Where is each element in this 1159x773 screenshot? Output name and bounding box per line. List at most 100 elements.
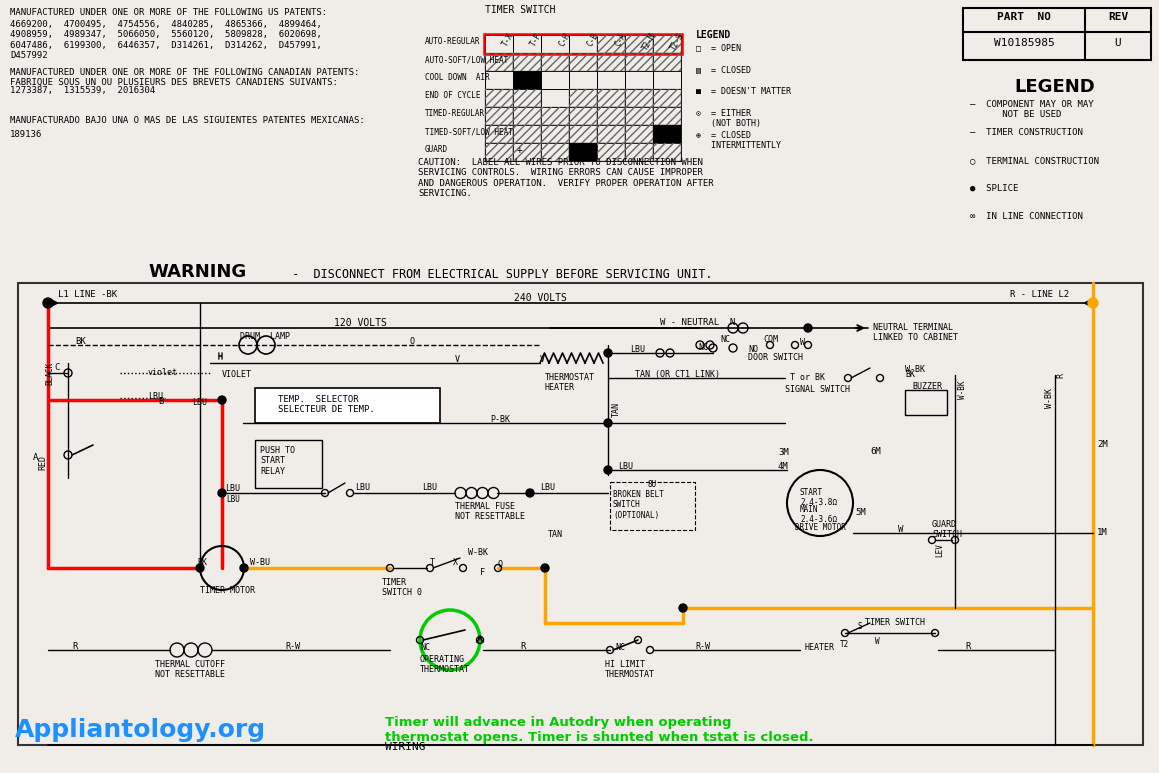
Text: 4669200,  4700495,  4754556,  4840285,  4865366,  4899464,
4908959,  4989347,  5: 4669200, 4700495, 4754556, 4840285, 4865… xyxy=(10,20,322,60)
Circle shape xyxy=(43,298,53,308)
Text: BK: BK xyxy=(197,558,207,567)
Text: DOOR SWITCH: DOOR SWITCH xyxy=(748,353,803,362)
Bar xyxy=(484,89,513,107)
Text: W-BK: W-BK xyxy=(958,380,967,399)
Text: REV: REV xyxy=(1108,12,1128,22)
Text: R - LINE L2: R - LINE L2 xyxy=(1009,290,1069,299)
Text: START
2.4-3.8Ω: START 2.4-3.8Ω xyxy=(800,488,837,507)
Text: ▨  = CLOSED: ▨ = CLOSED xyxy=(697,65,751,74)
Text: LEGEND: LEGEND xyxy=(1014,78,1095,96)
Bar xyxy=(653,125,681,143)
Text: T or BK: T or BK xyxy=(790,373,825,382)
Circle shape xyxy=(604,466,612,474)
Bar xyxy=(484,34,681,54)
Text: W-BK: W-BK xyxy=(468,548,488,557)
Circle shape xyxy=(679,604,687,612)
Text: BLACK: BLACK xyxy=(45,362,54,385)
Bar xyxy=(597,143,625,161)
Text: L1 LINE -BK: L1 LINE -BK xyxy=(58,290,117,299)
Text: 120 VOLTS: 120 VOLTS xyxy=(334,318,386,328)
Bar xyxy=(569,143,597,161)
Bar xyxy=(569,53,597,71)
Bar xyxy=(905,390,947,415)
Text: H: H xyxy=(218,352,223,361)
Bar xyxy=(513,89,541,107)
Text: LEV: LEV xyxy=(935,543,943,557)
Bar xyxy=(541,53,569,71)
Bar xyxy=(513,71,541,89)
Text: LBU: LBU xyxy=(225,484,240,493)
Text: GUARD
SWITCH: GUARD SWITCH xyxy=(932,520,962,540)
Text: 240 VOLTS: 240 VOLTS xyxy=(513,293,567,303)
Text: F: F xyxy=(480,568,484,577)
Circle shape xyxy=(604,349,612,357)
Text: W: W xyxy=(898,525,903,534)
Circle shape xyxy=(604,419,612,427)
Text: NEUTRAL TERMINAL
LINKED TO CABINET: NEUTRAL TERMINAL LINKED TO CABINET xyxy=(873,323,958,342)
Text: LBU: LBU xyxy=(618,462,633,471)
Text: TIMED-SOFT/LOW HEAT: TIMED-SOFT/LOW HEAT xyxy=(425,127,513,136)
Text: SIGNAL SWITCH: SIGNAL SWITCH xyxy=(785,385,850,394)
Text: C-A: C-A xyxy=(613,31,628,47)
Text: NC: NC xyxy=(698,343,708,352)
Text: H: H xyxy=(218,353,223,362)
Bar xyxy=(541,107,569,125)
Text: W - NEUTRAL  N: W - NEUTRAL N xyxy=(659,318,735,327)
Text: R-W: R-W xyxy=(285,642,300,651)
Text: —  TIMER CONSTRUCTION: — TIMER CONSTRUCTION xyxy=(970,128,1083,137)
Text: BROKEN BELT
SWITCH
(OPTIONAL): BROKEN BELT SWITCH (OPTIONAL) xyxy=(613,490,664,519)
Text: W-BK: W-BK xyxy=(1045,388,1054,408)
Bar xyxy=(569,125,597,143)
Text: T2: T2 xyxy=(840,640,850,649)
Text: C-B: C-B xyxy=(585,31,599,47)
Text: RED: RED xyxy=(38,455,48,470)
Bar xyxy=(625,107,653,125)
Text: HEATER: HEATER xyxy=(806,643,834,652)
Text: NC: NC xyxy=(420,643,430,652)
Text: WARNING: WARNING xyxy=(148,263,246,281)
Text: COM: COM xyxy=(763,335,778,344)
Bar xyxy=(625,143,653,161)
Bar xyxy=(963,8,1151,60)
Text: T-F: T-F xyxy=(529,31,544,47)
Text: LBU: LBU xyxy=(148,392,163,401)
Bar xyxy=(569,89,597,107)
Text: +: + xyxy=(517,145,523,155)
Bar xyxy=(513,53,541,71)
Text: □  = OPEN: □ = OPEN xyxy=(697,43,741,52)
Text: Appliantology.org: Appliantology.org xyxy=(15,718,267,742)
Text: DRUM  LAMP: DRUM LAMP xyxy=(240,332,290,341)
Text: —  COMPONENT MAY OR MAY
      NOT BE USED: — COMPONENT MAY OR MAY NOT BE USED xyxy=(970,100,1094,119)
Text: W: W xyxy=(800,338,806,347)
Text: MANUFACTURED UNDER ONE OR MORE OF THE FOLLOWING CANADIAN PATENTS:
FABRIQUE SOUS : MANUFACTURED UNDER ONE OR MORE OF THE FO… xyxy=(10,68,359,87)
Text: V: V xyxy=(455,355,460,364)
Text: WIRING: WIRING xyxy=(385,742,425,752)
Text: violet: violet xyxy=(148,368,178,377)
Bar xyxy=(484,125,513,143)
Text: R-W: R-W xyxy=(695,642,710,651)
Text: TIMER SWITCH: TIMER SWITCH xyxy=(484,5,555,15)
Bar xyxy=(484,53,513,71)
Bar xyxy=(625,89,653,107)
Text: LBU: LBU xyxy=(355,483,370,492)
Text: AUTO-REGULAR: AUTO-REGULAR xyxy=(425,37,481,46)
Text: 6M: 6M xyxy=(870,447,881,456)
Text: VIOLET: VIOLET xyxy=(223,370,252,379)
Text: NC: NC xyxy=(615,643,625,652)
Text: MAIN
2.4-3.6Ω: MAIN 2.4-3.6Ω xyxy=(800,505,837,524)
Text: ●  SPLICE: ● SPLICE xyxy=(970,184,1019,193)
Text: P-BK: P-BK xyxy=(490,415,510,424)
Bar xyxy=(484,143,513,161)
Text: BUZZER: BUZZER xyxy=(912,382,942,391)
Text: B: B xyxy=(158,397,163,406)
Bar xyxy=(653,107,681,125)
Bar xyxy=(625,53,653,71)
Text: X: X xyxy=(453,558,458,567)
Text: TIMER
SWITCH 0: TIMER SWITCH 0 xyxy=(382,578,422,598)
Bar xyxy=(653,53,681,71)
Text: TEMP.  SELECTOR
SELECTEUR DE TEMP.: TEMP. SELECTOR SELECTEUR DE TEMP. xyxy=(278,395,374,414)
Bar xyxy=(255,440,322,488)
Bar xyxy=(513,143,541,161)
Bar xyxy=(653,125,681,143)
Text: T: T xyxy=(430,558,435,567)
